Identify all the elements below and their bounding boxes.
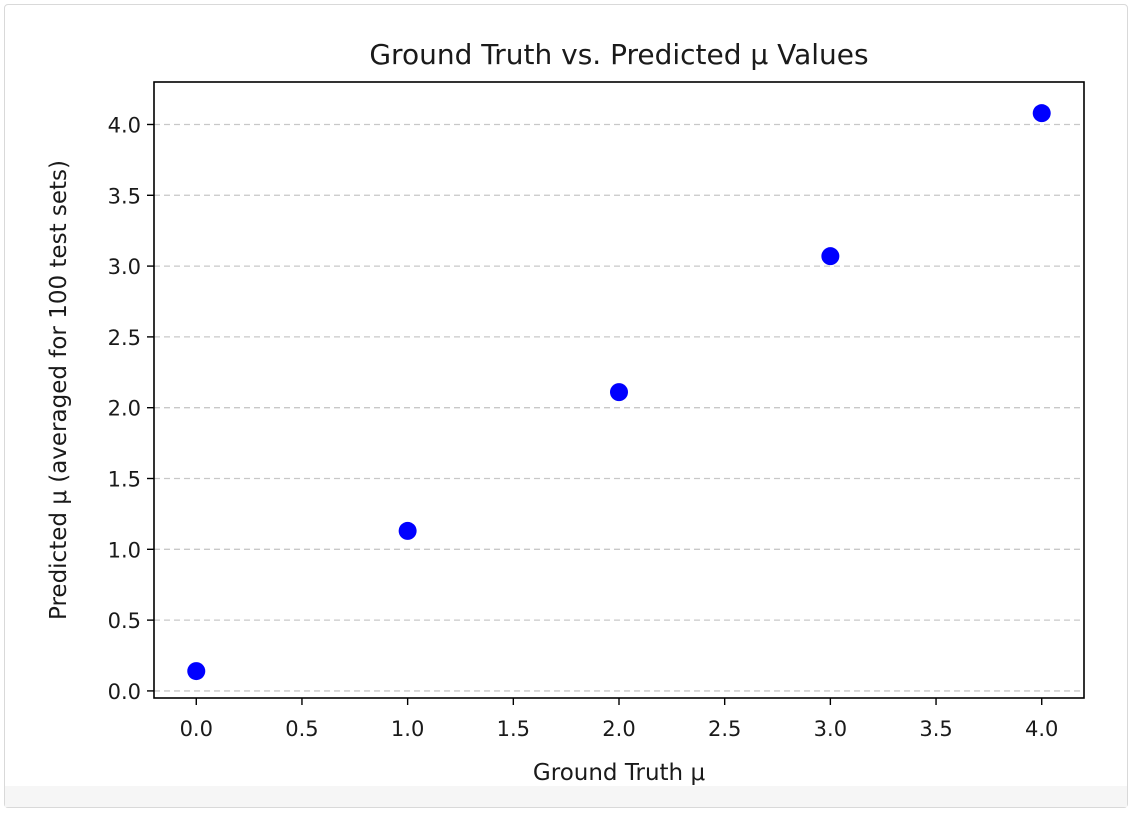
chart-title: Ground Truth vs. Predicted μ Values (369, 38, 868, 71)
y-tick-label: 3.0 (108, 255, 141, 279)
data-point (398, 521, 417, 540)
y-tick-label: 0.0 (108, 680, 141, 704)
grid-lines (154, 123, 1084, 692)
data-point (1032, 104, 1051, 123)
x-tick-label: 1.0 (391, 717, 424, 741)
data-point (821, 247, 840, 266)
x-tick-label: 1.5 (497, 717, 530, 741)
x-tick-label: 0.0 (180, 717, 213, 741)
x-tick-label: 3.0 (814, 717, 847, 741)
y-tick-label: 2.0 (108, 397, 141, 421)
data-point (187, 662, 206, 681)
data-point (610, 383, 628, 402)
y-tick-label: 1.5 (108, 468, 141, 492)
x-tick-label: 0.5 (285, 717, 318, 741)
x-axis-label: Ground Truth μ (533, 760, 706, 786)
x-tick-label: 3.5 (919, 717, 952, 741)
y-tick-label: 2.5 (108, 326, 141, 350)
x-tick-label: 2.5 (708, 717, 741, 741)
y-tick-label: 4.0 (108, 113, 141, 137)
axis-ticks: 0.0 0.5 1.0 1.5 2.0 2.5 3.0 3.5 4.0 0.0 0.5 1.0 1.5 2… (108, 113, 1059, 741)
data-points (187, 104, 1051, 681)
y-axis-label: Predicted μ (averaged for 100 test sets) (46, 160, 72, 620)
y-tick-label: 3.5 (108, 184, 141, 208)
footer-strip (5, 786, 1127, 807)
x-tick-label: 2.0 (602, 717, 635, 741)
y-tick-label: 1.0 (108, 538, 141, 562)
y-tick-label: 0.5 (108, 609, 141, 633)
x-tick-label: 4.0 (1025, 717, 1058, 741)
